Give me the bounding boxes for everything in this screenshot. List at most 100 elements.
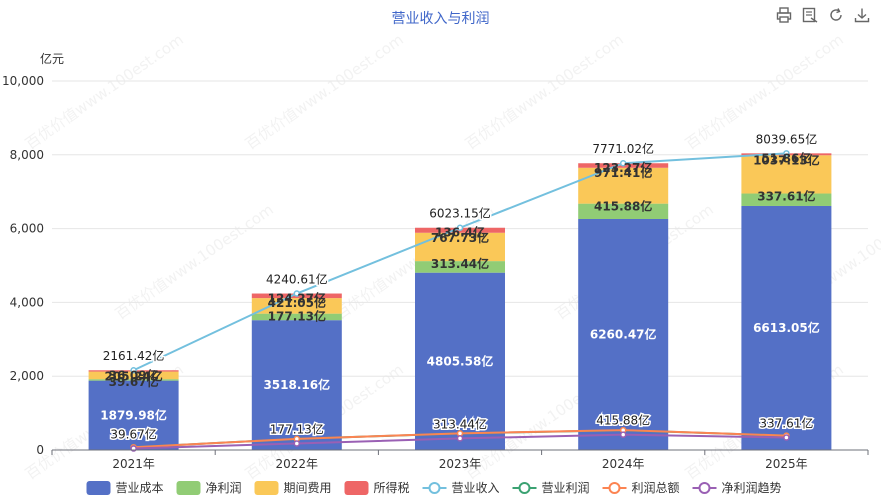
x-tick-label: 2021年 [112,457,155,471]
legend-item: 利润总额 [602,481,680,495]
bar-data-label: 177.13亿 [268,309,326,324]
line-data-label: 4240.61亿 [266,272,328,287]
line-point [293,290,301,297]
y-axis-unit: 亿元 [40,51,64,66]
legend-item: 期间费用 [254,481,332,495]
x-tick-label: 2022年 [276,457,319,471]
line-point [456,224,464,231]
line-data-label: 337.61亿 [759,416,813,431]
bar-data-label: 767.73亿 [431,230,489,245]
legend-swatch [254,481,279,495]
bar-segment [741,155,832,194]
legend-label: 期间费用 [284,481,332,495]
legend-marker [518,482,531,494]
x-tick-label: 2025年 [765,457,808,471]
line-point [456,435,464,442]
legend-swatch [344,481,369,495]
legend-marker [608,482,621,494]
bar-data-label: 124.27亿 [268,291,326,306]
legend-item: 净利润 [176,481,242,495]
legend-label: 所得税 [374,480,410,495]
line-data-label: 6023.15亿 [429,206,491,221]
bar-segment [741,193,832,206]
legend-label: 净利润趋势 [722,481,782,495]
bar-data-label: 1879.98亿 [100,407,167,422]
data-view-icon[interactable] [801,6,819,24]
download-icon[interactable] [853,6,871,24]
x-tick-label: 2024年 [602,457,645,471]
bar-segment [741,205,832,450]
bar-data-label: 971.41亿 [594,165,652,180]
legend-item: 所得税 [344,480,410,495]
chart-toolbar [775,6,871,24]
bar-segment [415,261,505,273]
bar-data-label: 39.67亿 [109,374,159,389]
bar-data-label: 6260.47亿 [590,326,657,341]
line-data-label: 313.44亿 [433,416,487,431]
line-point [130,366,137,374]
y-tick-label: 4,000 [10,295,44,309]
bar-data-label: 36.09亿 [109,367,159,382]
bar-segment [88,379,179,381]
restore-icon[interactable] [827,6,845,24]
bar-segment [88,371,179,380]
bar-data-label: 337.61亿 [757,189,815,204]
bar-segment [578,167,669,204]
bar-data-label: 3518.16亿 [263,377,330,392]
y-tick-label: 2,000 [10,369,44,383]
y-tick-label: 8,000 [10,148,44,162]
y-tick-label: 6,000 [10,222,44,236]
chart-title: 营业收入与利润 [391,11,490,27]
bar-data-label: 1037.13亿 [753,152,820,167]
legend-marker [428,482,441,494]
legend-item: 营业利润 [512,481,590,495]
bar-data-label: 421.05亿 [268,295,326,310]
legend-label: 净利润 [206,481,242,495]
line-point [619,159,627,167]
bar-data-label: 51.86亿 [761,150,811,165]
line-point [619,431,627,438]
legend-item: 营业收入 [422,481,500,495]
bar-segment [415,232,505,262]
legend-item: 营业成本 [86,481,164,495]
bar-data-label: 6613.05亿 [753,320,820,335]
line-data-label: 39.67亿 [110,427,156,442]
line-data-label: 177.13亿 [270,421,324,436]
legend-label: 营业利润 [542,481,590,495]
y-tick-label: 0 [36,443,44,457]
watermark-text: 百优价值www.100est.com [242,30,407,153]
line-point [456,430,464,437]
legend-label: 利润总额 [632,481,680,495]
line-point [783,434,790,441]
bar-data-label: 4805.58亿 [427,353,494,368]
line-point [293,440,301,447]
bar-segment [578,218,669,450]
bar-segment [88,380,179,450]
watermark-text: 百优价值www.100est.com [22,30,187,153]
bar-data-label: 136.4亿 [435,225,485,240]
line-data-label: 8039.65亿 [756,131,818,146]
watermark-text: 百优价值www.100est.com [462,30,627,153]
bar-segment [251,313,342,321]
y-tick-label: 10,000 [2,74,44,88]
bar-data-label: 123.27亿 [594,160,652,175]
legend-swatch [176,481,201,495]
bar-segment [251,298,342,314]
line-data-label: 7771.02亿 [592,141,654,156]
bar-segment [415,272,505,450]
legend-label: 营业成本 [116,481,164,495]
legend-swatch [86,481,111,495]
legend-label: 营业收入 [452,481,500,495]
bar-data-label: 313.44亿 [431,256,489,271]
bar-segment [578,203,669,219]
bar-data-label: 205.24亿 [104,369,162,384]
print-icon[interactable] [775,6,793,24]
legend-item: 净利润趋势 [692,481,782,495]
legend-marker [698,482,711,494]
line-data-label: 415.88亿 [596,413,650,428]
bar-data-label: 415.88亿 [594,199,652,214]
line-data-label: 2161.42亿 [103,348,165,363]
x-tick-label: 2023年 [439,457,482,471]
bar-segment [251,320,342,450]
